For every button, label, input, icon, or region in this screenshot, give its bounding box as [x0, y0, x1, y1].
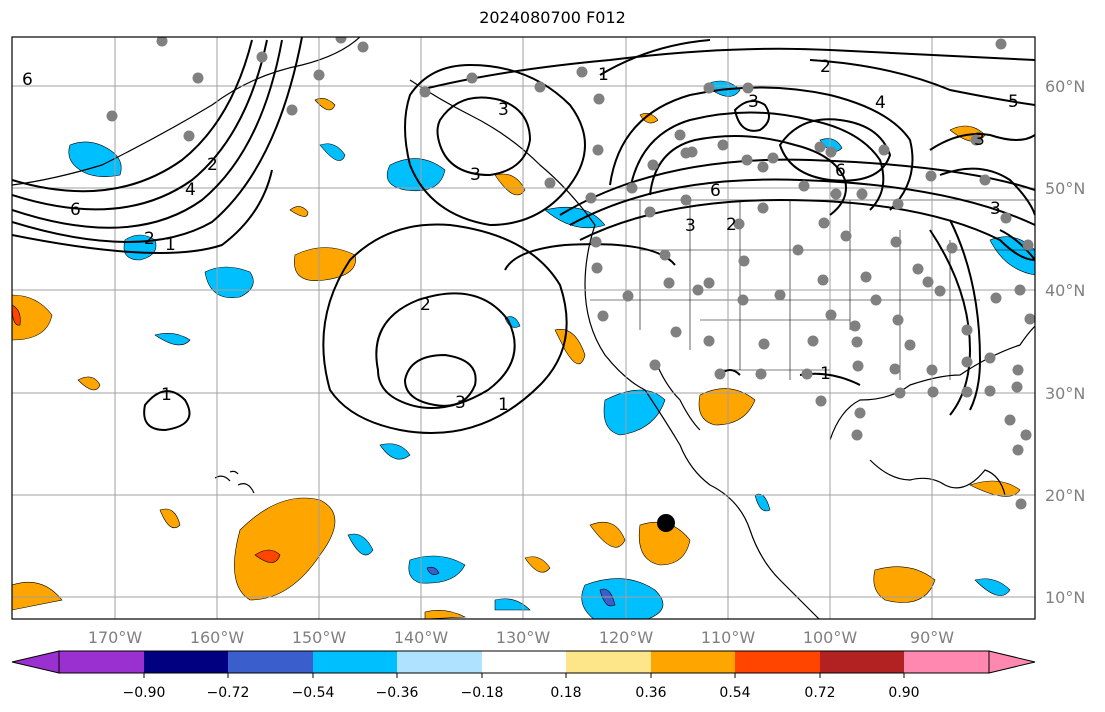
colorbar-tick: −0.90 — [123, 685, 166, 701]
contour-lines — [12, 37, 1035, 434]
lon-label: 100°W — [803, 628, 858, 647]
contour-label: 1 — [598, 65, 609, 85]
contour-label: 3 — [498, 100, 509, 120]
contour-label: 5 — [1008, 92, 1019, 112]
contour-label: 4 — [875, 93, 886, 113]
colorbar-tick: 0.36 — [635, 685, 666, 701]
location-marker — [657, 514, 675, 532]
colorbar-tick: −0.36 — [376, 685, 419, 701]
colorbar-tick: −0.18 — [461, 685, 504, 701]
contour-label: 1 — [161, 385, 172, 405]
colorbar-tick: 0.18 — [550, 685, 581, 701]
lat-label: 40°N — [1045, 281, 1085, 300]
contour-label: 3 — [685, 216, 696, 236]
contour-label: 1 — [165, 235, 176, 255]
contour-label-group: 1 1 1 1 1 2 2 2 2 3 3 3 3 3 3 4 4 5 6 6 … — [22, 57, 1019, 415]
colorbar-tick: 0.72 — [804, 685, 835, 701]
contour-label: 2 — [726, 215, 737, 235]
colorbar-tick: 0.54 — [719, 685, 750, 701]
lat-label: 60°N — [1045, 77, 1085, 96]
colorbar-tick: −0.72 — [207, 685, 250, 701]
lat-label: 50°N — [1045, 179, 1085, 198]
contour-label: 3 — [974, 130, 985, 150]
contour-label: 6 — [70, 200, 81, 220]
contour-label: 3 — [748, 92, 759, 112]
lat-label: 10°N — [1045, 588, 1085, 607]
lon-label: 150°W — [292, 628, 347, 647]
lon-label: 90°W — [910, 628, 954, 647]
lon-label: 140°W — [394, 628, 449, 647]
graticule — [12, 37, 1035, 619]
contour-label: 3 — [990, 199, 1001, 219]
lat-axis: 60°N 50°N 40°N 30°N 20°N 10°N — [1045, 77, 1085, 607]
station-dots — [106, 37, 1035, 510]
colorbar-tick: −0.54 — [292, 685, 335, 701]
contour-label: 1 — [820, 364, 831, 384]
lon-label: 170°W — [88, 628, 143, 647]
contour-label: 3 — [455, 393, 466, 413]
map-border — [11, 36, 1036, 620]
contour-label: 2 — [144, 229, 155, 249]
contour-label: 6 — [835, 161, 846, 181]
lon-label: 160°W — [190, 628, 245, 647]
lon-label: 110°W — [701, 628, 756, 647]
lat-label: 20°N — [1045, 486, 1085, 505]
lat-label: 30°N — [1045, 384, 1085, 403]
contour-label: 3 — [470, 165, 481, 185]
contour-label: 4 — [185, 180, 196, 200]
coastlines — [12, 37, 1035, 619]
contour-label: 2 — [820, 57, 831, 77]
contour-label: 2 — [207, 155, 218, 175]
lon-axis: 170°W 160°W 150°W 140°W 130°W 120°W 110°… — [88, 628, 954, 647]
colorbar: −0.90 −0.72 −0.54 −0.36 −0.18 0.18 0.36 … — [11, 650, 1036, 701]
contour-label: 6 — [710, 181, 721, 201]
lon-label: 130°W — [496, 628, 551, 647]
lon-label: 120°W — [599, 628, 654, 647]
map-title: 2024080700 F012 — [479, 8, 626, 27]
contour-label: 6 — [22, 70, 33, 90]
contour-label: 1 — [498, 395, 509, 415]
colorbar-tick: 0.90 — [888, 685, 919, 701]
contour-label: 2 — [420, 295, 431, 315]
